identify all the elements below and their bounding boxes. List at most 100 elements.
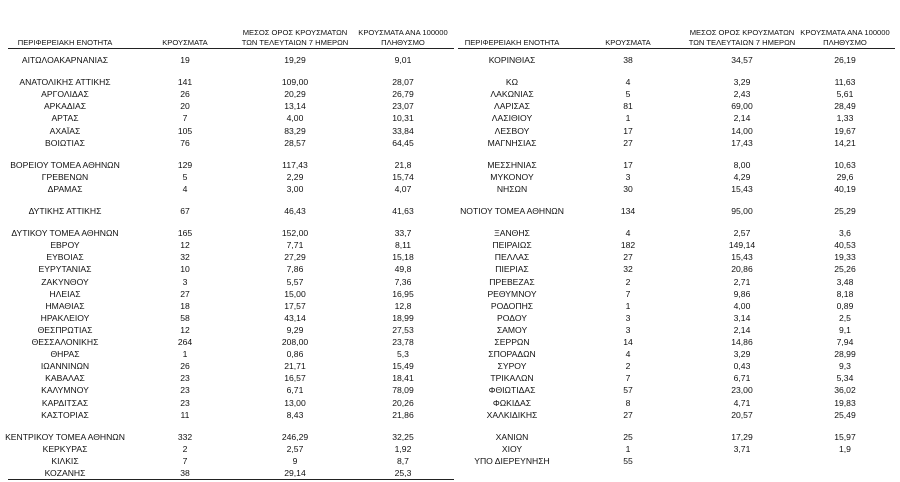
cases: 26 bbox=[180, 89, 190, 100]
seven-day-average: 3,29 bbox=[733, 349, 751, 360]
region-name: ΠΙΕΡΙΑΣ bbox=[495, 264, 529, 275]
seven-day-average: 17,57 bbox=[284, 300, 306, 311]
column-header: ΜΕΣΟΣ ΟΡΟΣ ΚΡΟΥΣΜΑΤΩΝ ΤΩΝ ΤΕΛΕΥΤΑΙΩΝ 7 Η… bbox=[688, 28, 796, 47]
cases-per-100k: 25,49 bbox=[834, 409, 856, 420]
region-name: ΘΕΣΣΑΛΟΝΙΚΗΣ bbox=[31, 337, 99, 347]
cases-per-100k: 23,78 bbox=[392, 337, 414, 347]
cases-per-100k: 18,41 bbox=[392, 373, 414, 384]
seven-day-average: 9,29 bbox=[286, 324, 304, 335]
cases: 55 bbox=[623, 455, 633, 466]
region-name: ΝΗΣΩΝ bbox=[496, 183, 528, 194]
region-name: ΔΡΑΜΑΣ bbox=[47, 183, 83, 194]
cases-per-100k: 14,21 bbox=[834, 137, 856, 148]
region-name: ΓΡΕΒΕΝΩΝ bbox=[41, 171, 89, 182]
cases-per-100k: 15,18 bbox=[392, 252, 414, 263]
region-name: ΔΥΤΙΚΟΥ ΤΟΜΕΑ ΑΘΗΝΩΝ bbox=[11, 228, 119, 239]
region-name: ΑΝΑΤΟΛΙΚΗΣ ΑΤΤΙΚΗΣ bbox=[19, 77, 111, 88]
cases: 30 bbox=[623, 183, 633, 194]
seven-day-average: 21,71 bbox=[284, 361, 306, 372]
cases-per-100k: 33,84 bbox=[392, 125, 414, 136]
cases: 23 bbox=[180, 385, 190, 396]
region-name: ΣΕΡΡΩΝ bbox=[494, 337, 530, 347]
cases: 105 bbox=[177, 125, 193, 136]
cases-per-100k: 5,34 bbox=[836, 373, 854, 384]
cases-per-100k: 7,36 bbox=[394, 276, 412, 287]
region-name: ΛΑΣΙΘΙΟΥ bbox=[491, 113, 533, 124]
cases-per-100k: 18,99 bbox=[392, 312, 414, 323]
cases: 58 bbox=[180, 312, 190, 323]
cases: 1 bbox=[625, 113, 631, 124]
region-name: ΘΕΣΠΡΩΤΙΑΣ bbox=[37, 324, 93, 335]
region-name: ΚΟΖΑΝΗΣ bbox=[44, 468, 86, 478]
seven-day-average: 2,57 bbox=[733, 228, 751, 239]
seven-day-average: 20,86 bbox=[731, 264, 753, 275]
cases: 19 bbox=[180, 55, 190, 65]
cases-per-100k: 1,9 bbox=[839, 443, 851, 454]
region-name: ΕΥΡΥΤΑΝΙΑΣ bbox=[38, 264, 92, 275]
cases-per-100k: 8,11 bbox=[394, 240, 412, 251]
region-name: ΑΧΑΪΑΣ bbox=[49, 125, 81, 136]
cases: 25 bbox=[623, 431, 633, 442]
region-name: ΛΑΚΩΝΙΑΣ bbox=[490, 89, 534, 100]
region-name: ΜΕΣΣΗΝΙΑΣ bbox=[487, 159, 537, 170]
column-header: ΠΕΡΙΦΕΡΕΙΑΚΗ ΕΝΟΤΗΤΑ bbox=[464, 38, 560, 47]
cases-per-100k: 78,09 bbox=[392, 385, 414, 396]
region-name: ΚΑΛΥΜΝΟΥ bbox=[41, 385, 89, 396]
region-name: ΔΥΤΙΚΗΣ ΑΤΤΙΚΗΣ bbox=[28, 206, 102, 216]
region-name: ΑΡΤΑΣ bbox=[51, 113, 79, 124]
cases: 141 bbox=[177, 77, 193, 88]
region-name: ΚΑΣΤΟΡΙΑΣ bbox=[41, 409, 89, 420]
cases: 7 bbox=[182, 113, 188, 124]
cases-per-100k: 64,45 bbox=[392, 137, 414, 148]
cases-per-100k: 25,29 bbox=[834, 206, 856, 216]
seven-day-average: 2,57 bbox=[286, 443, 304, 454]
region-name: ΤΡΙΚΑΛΩΝ bbox=[490, 373, 534, 384]
seven-day-average: 3,14 bbox=[733, 312, 751, 323]
cases-per-100k: 1,92 bbox=[394, 443, 412, 454]
cases-per-100k: 19,33 bbox=[834, 252, 856, 263]
cases: 27 bbox=[180, 288, 190, 299]
cases-per-100k: 15,97 bbox=[834, 431, 856, 442]
cases-per-100k: 4,07 bbox=[394, 183, 412, 194]
cases-per-100k: 36,02 bbox=[834, 385, 856, 396]
cases-per-100k: 19,67 bbox=[834, 125, 856, 136]
seven-day-average: 0,43 bbox=[733, 361, 751, 372]
cases-per-100k: 26,79 bbox=[392, 89, 414, 100]
seven-day-average: 23,00 bbox=[731, 385, 753, 396]
seven-day-average: 20,29 bbox=[284, 89, 306, 100]
region-name: ΜΥΚΟΝΟΥ bbox=[490, 171, 534, 182]
cases-per-100k: 12,8 bbox=[394, 300, 412, 311]
seven-day-average: 149,14 bbox=[728, 240, 756, 251]
region-name: ΡΕΘΥΜΝΟΥ bbox=[487, 288, 537, 299]
region-name: ΗΡΑΚΛΕΙΟΥ bbox=[40, 312, 90, 323]
region-name: ΡΟΔΟΠΗΣ bbox=[490, 300, 534, 311]
seven-day-average: 14,00 bbox=[731, 125, 753, 136]
cases-per-100k: 9,01 bbox=[394, 55, 412, 65]
seven-day-average: 29,14 bbox=[284, 468, 306, 478]
seven-day-average: 3,71 bbox=[733, 443, 751, 454]
cases-per-100k: 15,74 bbox=[392, 171, 414, 182]
seven-day-average: 246,29 bbox=[281, 431, 309, 442]
seven-day-average: 15,43 bbox=[731, 183, 753, 194]
cases-per-100k: 16,95 bbox=[392, 288, 414, 299]
cases-per-100k: 27,53 bbox=[392, 324, 414, 335]
cases-per-100k: 9,1 bbox=[839, 324, 851, 335]
region-name: ΜΑΓΝΗΣΙΑΣ bbox=[487, 137, 537, 148]
cases: 4 bbox=[182, 183, 188, 194]
seven-day-average: 43,14 bbox=[284, 312, 306, 323]
seven-day-average: 2,71 bbox=[733, 276, 751, 287]
seven-day-average: 34,57 bbox=[731, 55, 753, 65]
seven-day-average: 15,00 bbox=[284, 288, 306, 299]
bottom-rule bbox=[8, 479, 454, 480]
seven-day-average: 5,57 bbox=[286, 276, 304, 287]
region-name: ΚΙΛΚΙΣ bbox=[51, 455, 79, 466]
seven-day-average: 46,43 bbox=[284, 206, 306, 216]
cases-per-100k: 25,3 bbox=[394, 468, 412, 478]
cases: 332 bbox=[177, 431, 193, 442]
region-name: ΚΩ bbox=[505, 77, 519, 88]
cases: 3 bbox=[625, 324, 631, 335]
cases: 12 bbox=[180, 240, 190, 251]
cases: 1 bbox=[182, 349, 188, 360]
cases: 2 bbox=[625, 361, 631, 372]
